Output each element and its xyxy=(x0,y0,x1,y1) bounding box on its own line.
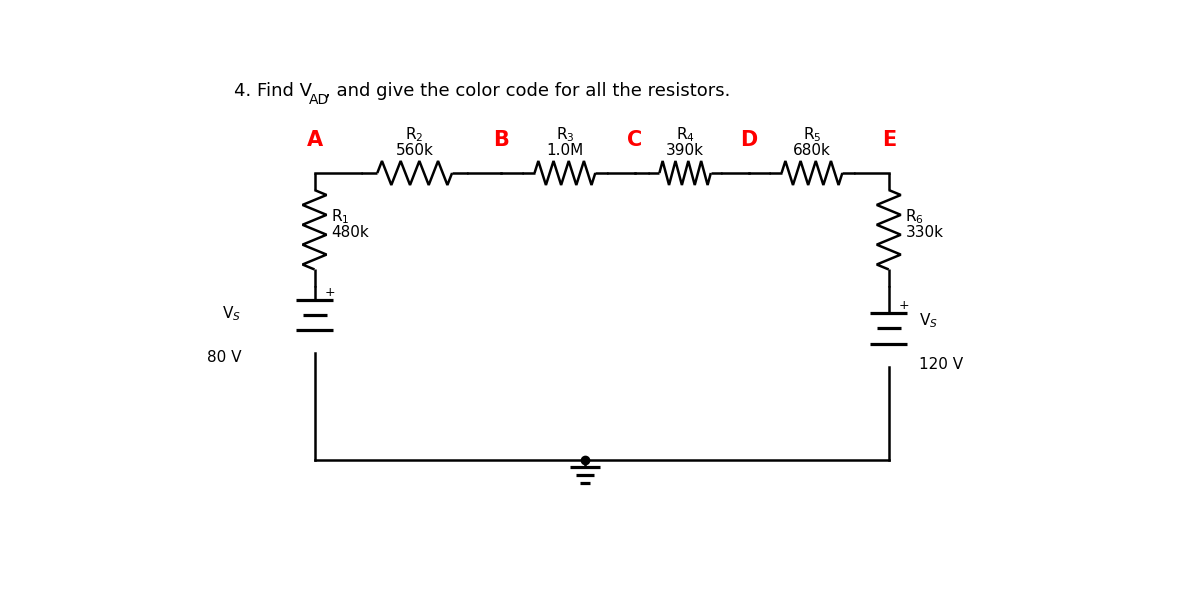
Text: 680k: 680k xyxy=(793,143,830,158)
Text: 4. Find V: 4. Find V xyxy=(234,82,312,100)
Text: 1.0M: 1.0M xyxy=(546,143,583,158)
Text: , and give the color code for all the resistors.: , and give the color code for all the re… xyxy=(324,82,730,100)
Text: V$_S$: V$_S$ xyxy=(222,305,241,323)
Text: +: + xyxy=(899,299,910,312)
Text: 560k: 560k xyxy=(396,143,433,158)
Text: +: + xyxy=(324,285,335,299)
Text: R$_2$: R$_2$ xyxy=(406,126,424,144)
Text: 120 V: 120 V xyxy=(919,357,962,371)
Text: E: E xyxy=(882,130,896,150)
Text: R$_6$: R$_6$ xyxy=(906,208,924,226)
Text: 390k: 390k xyxy=(666,143,704,158)
Text: B: B xyxy=(493,130,510,150)
Text: C: C xyxy=(628,130,643,150)
Text: V$_S$: V$_S$ xyxy=(919,311,937,330)
Text: R$_4$: R$_4$ xyxy=(676,126,695,144)
Text: R$_1$: R$_1$ xyxy=(331,208,349,226)
Text: R$_5$: R$_5$ xyxy=(803,126,821,144)
Text: A: A xyxy=(306,130,323,150)
Text: D: D xyxy=(740,130,757,150)
Text: AD: AD xyxy=(308,93,329,107)
Text: 80 V: 80 V xyxy=(206,350,241,365)
Text: 480k: 480k xyxy=(331,225,368,240)
Text: 330k: 330k xyxy=(906,225,943,240)
Text: R$_3$: R$_3$ xyxy=(556,126,575,144)
